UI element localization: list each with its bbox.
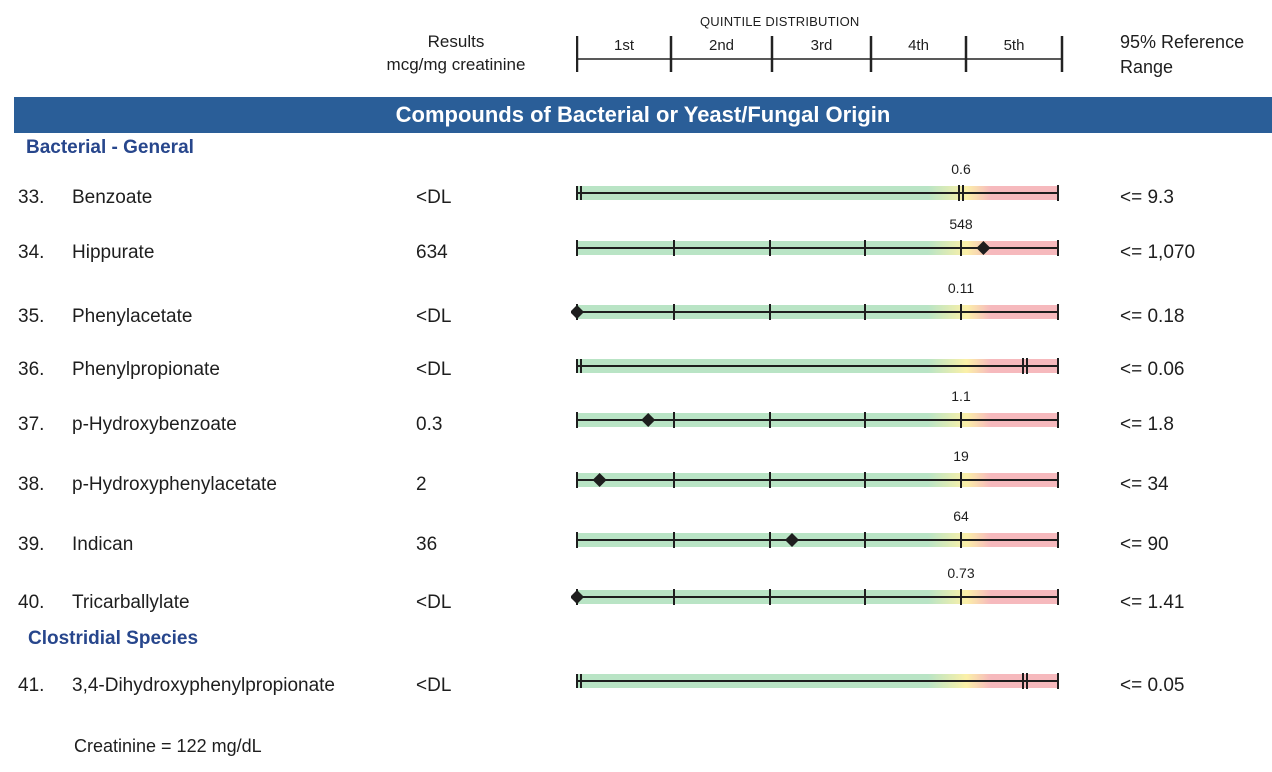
quintile-bar <box>571 589 1059 605</box>
section-title-bacterial-general: Bacterial - General <box>26 137 194 158</box>
quintile-boundary-label: 1.1 <box>951 388 971 404</box>
result-value: 36 <box>416 534 438 555</box>
result-marker <box>571 305 584 319</box>
row-number: 40. <box>18 592 45 613</box>
quintile-boundary-label: 19 <box>953 448 969 464</box>
result-value: <DL <box>416 306 452 327</box>
compound-name: 3,4-Dihydroxyphenylpropionate <box>72 675 335 696</box>
result-value: 0.3 <box>416 414 443 435</box>
row-number: 41. <box>18 675 45 696</box>
row-number: 37. <box>18 414 45 435</box>
section-title-clostridial-species: Clostridial Species <box>28 628 199 649</box>
quintile-bar <box>576 673 1059 689</box>
result-marker <box>976 241 991 255</box>
reference-range-value: <= 0.06 <box>1120 359 1185 380</box>
reference-range-value: <= 90 <box>1120 534 1169 555</box>
row-number: 36. <box>18 359 45 380</box>
compound-name: Phenylpropionate <box>72 359 220 380</box>
reference-range-header: 95% Reference Range <box>1120 30 1244 80</box>
reference-range-value: <= 1.41 <box>1120 592 1185 613</box>
quintile-axis: 1st 2nd 3rd 4th 5th <box>576 34 1066 74</box>
reference-range-value: <= 1,070 <box>1120 242 1196 263</box>
row-number: 35. <box>18 306 45 327</box>
reference-range-value: <= 0.05 <box>1120 675 1185 696</box>
quintile-boundary-label: 64 <box>953 508 969 524</box>
compound-name: Phenylacetate <box>72 306 193 327</box>
quintile-label-1st: 1st <box>613 37 634 54</box>
compound-name: Hippurate <box>72 242 155 263</box>
compound-name: Benzoate <box>72 187 153 208</box>
quintile-label-2nd: 2nd <box>708 37 735 54</box>
quintile-bar <box>576 412 1059 428</box>
results-column-header: Results mcg/mg creatinine <box>356 30 556 76</box>
quintile-axis-lines <box>576 36 1064 72</box>
quintile-boundary-label: 548 <box>949 216 973 232</box>
reference-range-label-2: Range <box>1120 57 1174 77</box>
quintile-bar <box>571 304 1059 320</box>
row-number: 39. <box>18 534 45 555</box>
quintile-boundary-label: 0.11 <box>947 280 975 296</box>
creatinine-value: Creatinine = 122 mg/dL <box>74 736 262 756</box>
result-value: <DL <box>416 187 452 208</box>
result-value: <DL <box>416 675 452 696</box>
row-number: 33. <box>18 187 45 208</box>
results-unit-label: mcg/mg creatinine <box>386 55 526 74</box>
result-marker <box>571 590 584 604</box>
result-value: <DL <box>416 592 452 613</box>
quintile-bar <box>576 472 1059 488</box>
result-value: <DL <box>416 359 452 380</box>
compound-name: p-Hydroxyphenylacetate <box>72 474 277 495</box>
result-marker <box>592 473 607 487</box>
quintile-bar <box>576 358 1059 374</box>
result-marker <box>641 413 656 427</box>
compound-name: p-Hydroxybenzoate <box>72 414 237 435</box>
quintile-label-3rd: 3rd <box>810 37 833 54</box>
reference-range-value: <= 1.8 <box>1120 414 1174 435</box>
result-value: 2 <box>416 474 427 495</box>
reference-range-label: 95% Reference <box>1120 32 1245 52</box>
quintile-bar <box>576 532 1059 548</box>
reference-range-value: <= 34 <box>1120 474 1169 495</box>
row-number: 34. <box>18 242 45 263</box>
results-header-label: Results <box>427 32 485 51</box>
result-marker <box>785 533 800 547</box>
quintile-boundary-label: 0.73 <box>947 565 975 581</box>
quintile-distribution-title: QUINTILE DISTRIBUTION <box>700 14 860 29</box>
compound-name: Indican <box>72 534 134 555</box>
quintile-label-4th: 4th <box>908 37 929 54</box>
row-number: 38. <box>18 474 45 495</box>
quintile-bar <box>576 185 1059 201</box>
reference-range-value: <= 0.18 <box>1120 306 1185 327</box>
quintile-label-5th: 5th <box>1003 37 1025 54</box>
quintile-bar <box>576 240 1059 256</box>
result-value: 634 <box>416 242 448 263</box>
quintile-boundary-label: 0.6 <box>951 161 971 177</box>
section-banner: Compounds of Bacterial or Yeast/Fungal O… <box>14 97 1272 133</box>
compound-name: Tricarballylate <box>72 592 190 613</box>
reference-range-value: <= 9.3 <box>1120 187 1174 208</box>
